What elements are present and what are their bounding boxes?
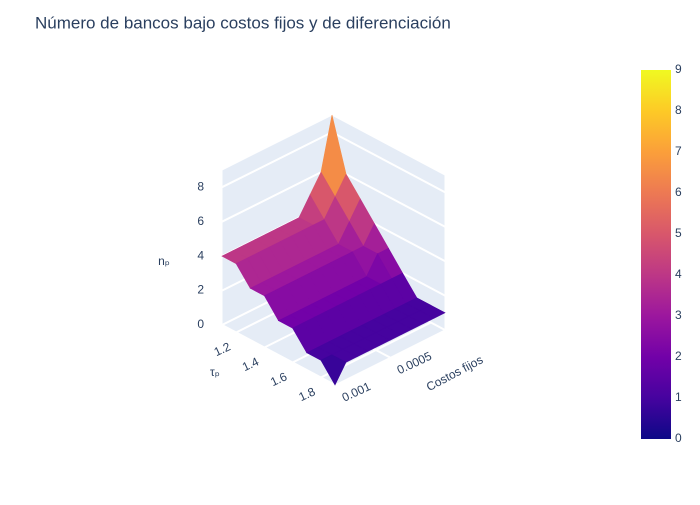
y-tick-label: 1.8 [296, 384, 317, 404]
x-tick-label: 0.0005 [395, 349, 434, 377]
colorbar-tick-label: 5 [675, 226, 682, 240]
y-axis-title: τₚ [210, 365, 220, 379]
z-tick-label: 6 [197, 214, 204, 228]
grid-line [221, 324, 336, 386]
y-tick-label: 1.2 [212, 339, 233, 359]
colorbar-tick-label: 6 [675, 185, 682, 199]
z-tick-label: 8 [197, 179, 204, 193]
y-tick-label: 1.4 [240, 354, 261, 374]
colorbar [641, 70, 671, 439]
colorbar-tick-label: 0 [675, 431, 682, 445]
chart-title: Número de bancos bajo costos fijos y de … [35, 13, 451, 32]
x-axis-title: Costos fijos [424, 353, 485, 394]
colorbar-tick-label: 7 [675, 144, 682, 158]
colorbar-tick-label: 8 [675, 103, 682, 117]
y-tick-label: 1.6 [268, 369, 289, 389]
z-tick-label: 2 [197, 283, 204, 297]
z-axis-title: nₚ [158, 254, 170, 268]
colorbar-tick-label: 1 [675, 390, 682, 404]
z-tick-label: 0 [197, 317, 204, 331]
x-tick-label: 0.001 [340, 379, 373, 405]
colorbar-tick-label: 2 [675, 349, 682, 363]
colorbar-tick-label: 3 [675, 308, 682, 322]
surface-patch [320, 354, 347, 386]
colorbar-tick-label: 9 [675, 62, 682, 76]
colorbar-tick-label: 4 [675, 267, 682, 281]
z-tick-label: 4 [197, 248, 204, 262]
